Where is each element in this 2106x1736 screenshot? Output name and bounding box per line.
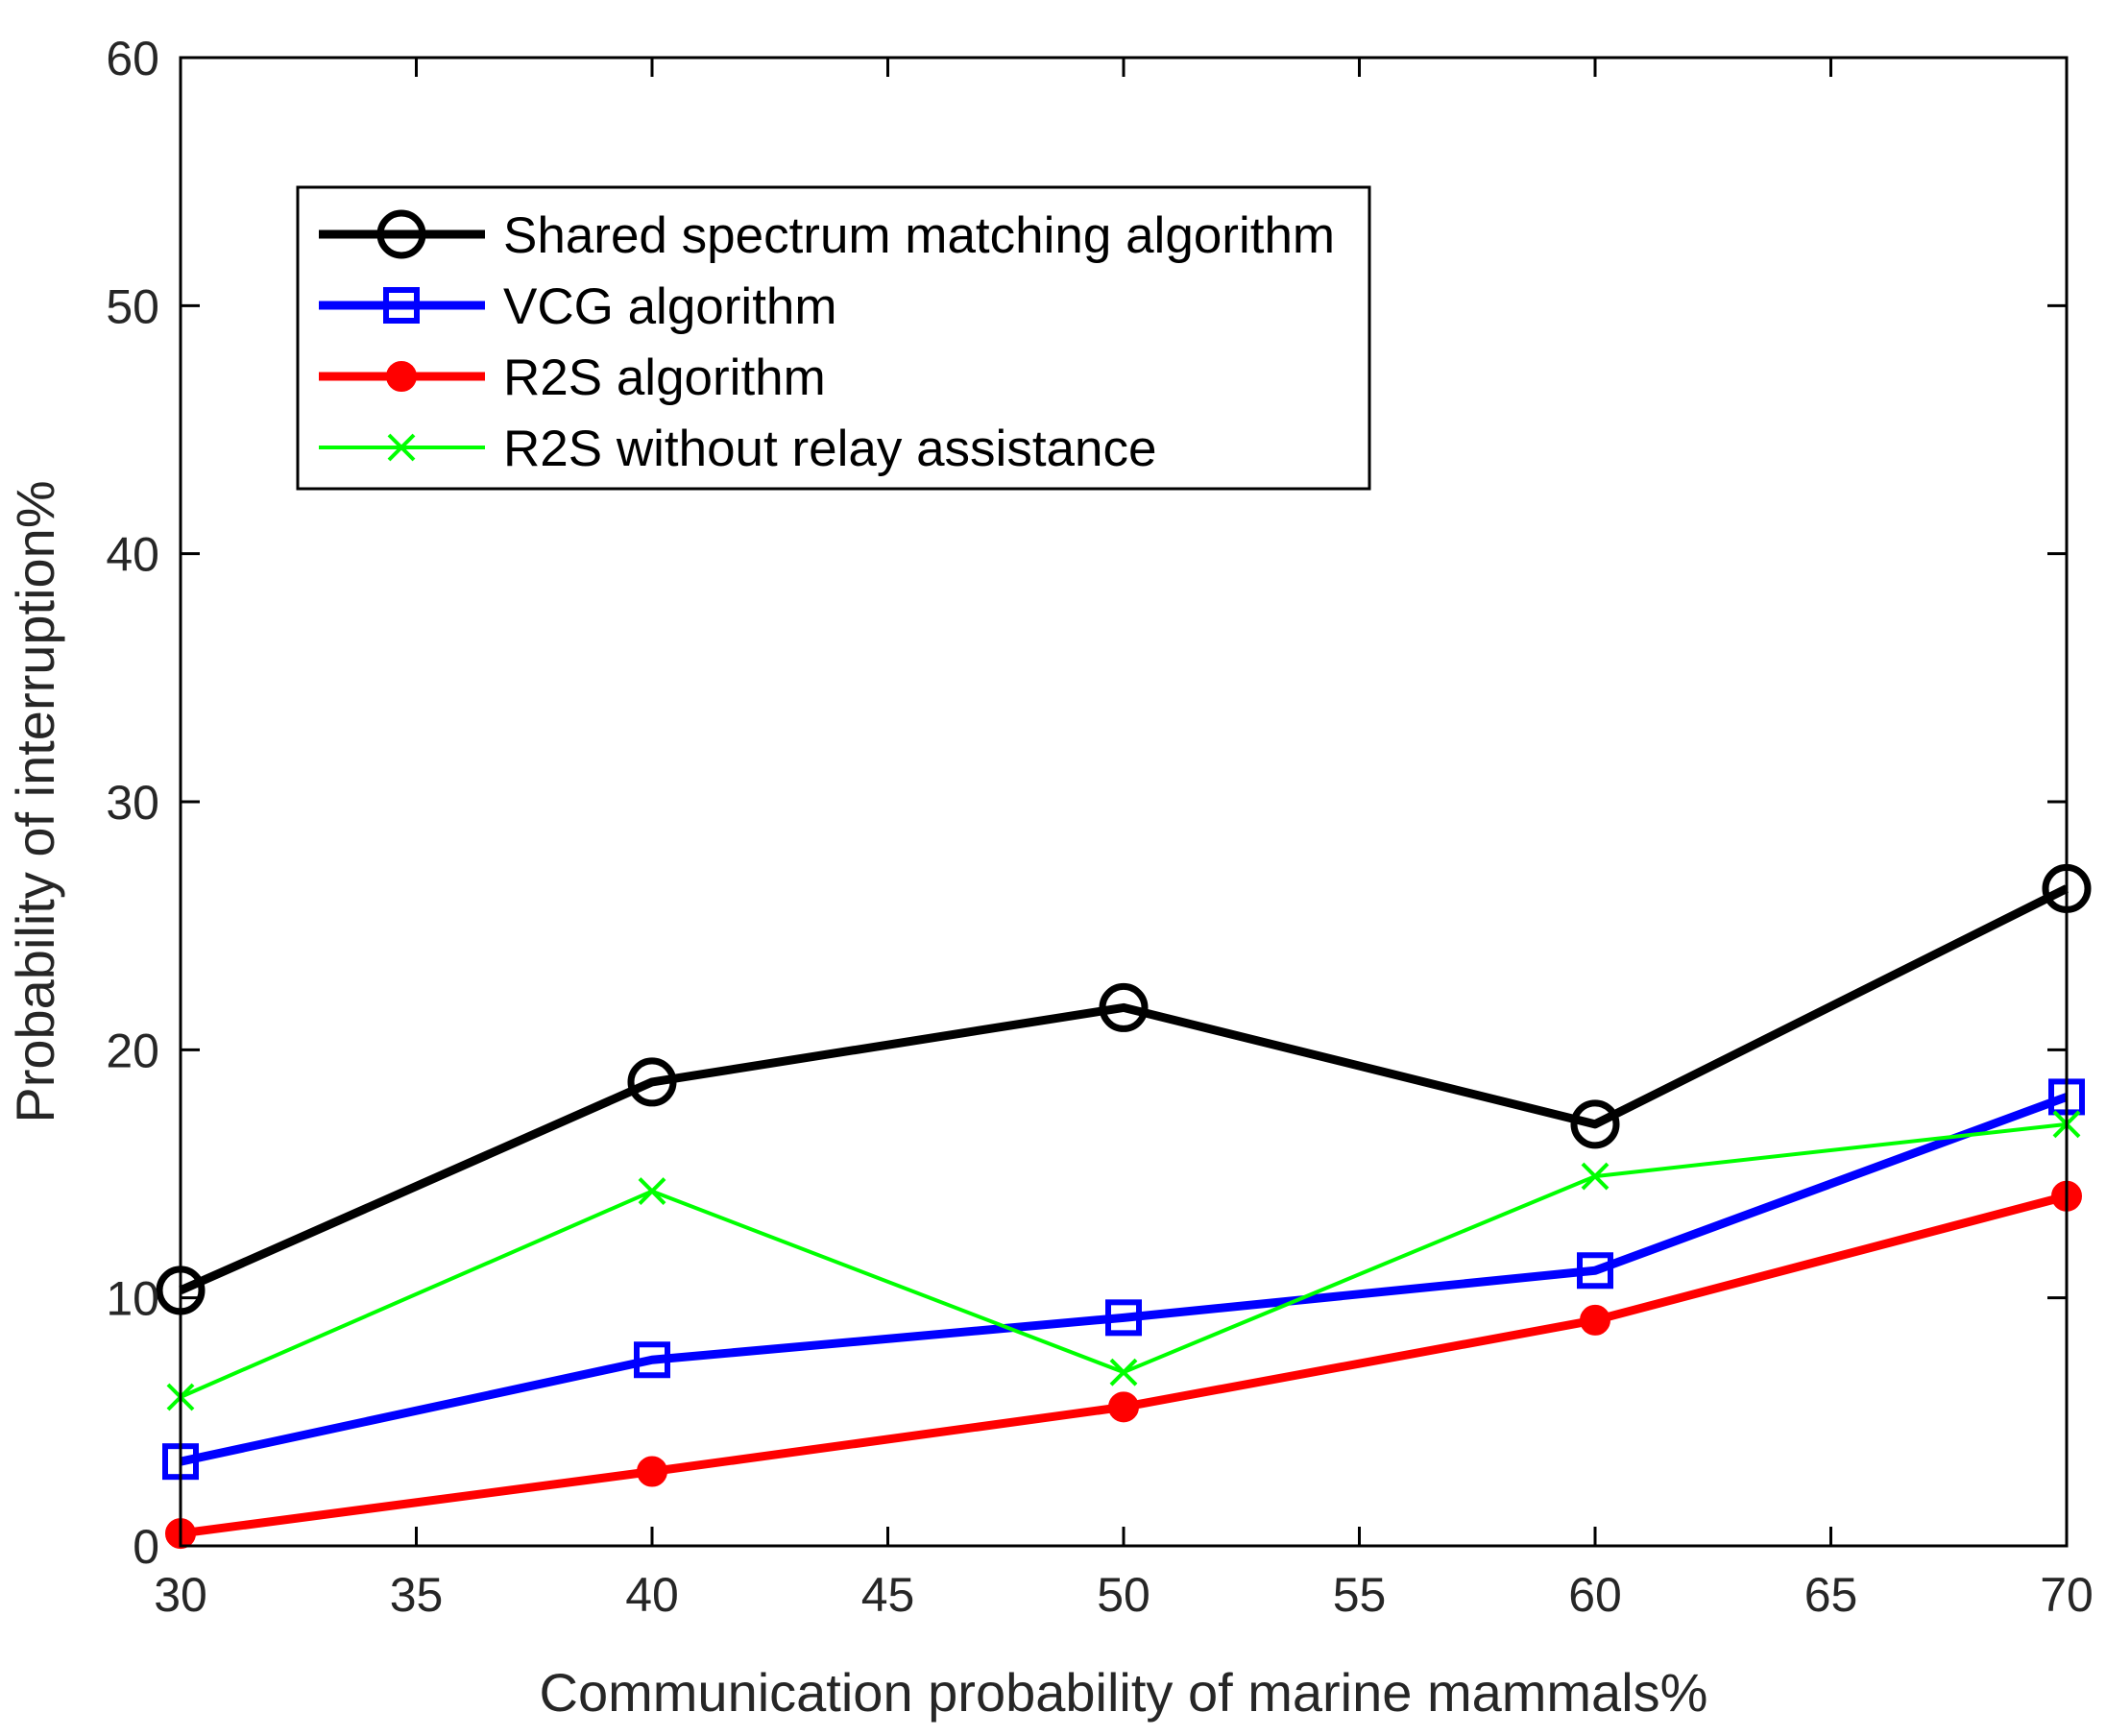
x-tick-label: 60 <box>1568 1568 1622 1622</box>
data-point <box>1105 1299 1142 1337</box>
data-point <box>627 1057 677 1107</box>
data-point <box>638 1177 666 1205</box>
y-axis-label: Probability of interruption% <box>5 480 65 1122</box>
legend-item: R2S without relay assistance <box>319 421 1157 477</box>
y-tick-label: 40 <box>106 528 159 582</box>
ticks-layer: 30 35 40 45 50 55 60 65 70 0 10 20 30 40 50 60 <box>106 32 2093 1622</box>
series-layer <box>156 863 2092 1550</box>
y-tick-label: 60 <box>106 32 159 85</box>
legend-swatch-marker <box>387 433 416 462</box>
data-point <box>634 1341 670 1379</box>
series-2 <box>165 1180 2082 1550</box>
series-0 <box>156 863 2092 1315</box>
legend: Shared spectrum matching algorithm VCG al… <box>296 185 1371 491</box>
data-point <box>1109 1358 1138 1386</box>
x-tick-label: 55 <box>1333 1568 1387 1622</box>
legend-label: Shared spectrum matching algorithm <box>503 207 1335 264</box>
x-tick-label: 40 <box>625 1568 679 1622</box>
x-tick-label: 30 <box>154 1568 207 1622</box>
y-tick-label: 10 <box>106 1272 159 1326</box>
legend-item: R2S algorithm <box>319 350 826 406</box>
x-tick-label: 35 <box>390 1568 444 1622</box>
y-tick-label: 20 <box>106 1024 159 1077</box>
y-tick-label: 0 <box>133 1520 159 1574</box>
y-tick-label: 30 <box>106 776 159 830</box>
data-point <box>1581 1162 1610 1191</box>
series-3 <box>166 1110 2081 1411</box>
y-tick-label: 50 <box>106 279 159 333</box>
legend-swatch-marker <box>383 287 420 324</box>
series-line <box>180 1192 2069 1538</box>
legend-label: R2S without relay assistance <box>503 421 1157 477</box>
legend-label: VCG algorithm <box>503 278 837 335</box>
x-tick-label: 45 <box>861 1568 915 1622</box>
series-line <box>179 884 2070 1295</box>
data-point <box>1580 1304 1610 1336</box>
legend-item: VCG algorithm <box>319 278 837 335</box>
legend-item: Shared spectrum matching algorithm <box>319 207 1335 264</box>
x-tick-label: 50 <box>1097 1568 1150 1622</box>
x-tick-label: 65 <box>1804 1568 1858 1622</box>
legend-label: R2S algorithm <box>503 350 826 406</box>
data-point <box>1099 982 1149 1032</box>
x-tick-label: 70 <box>2040 1568 2094 1622</box>
x-axis-label: Communication probability of marine mamm… <box>540 1662 1708 1723</box>
legend-swatch-marker <box>376 209 426 259</box>
data-point <box>1570 1099 1620 1149</box>
legend-swatch-marker <box>386 361 417 392</box>
series-line <box>180 1093 2069 1466</box>
data-point <box>637 1456 667 1487</box>
data-point <box>1108 1391 1139 1423</box>
data-point <box>1577 1252 1613 1290</box>
